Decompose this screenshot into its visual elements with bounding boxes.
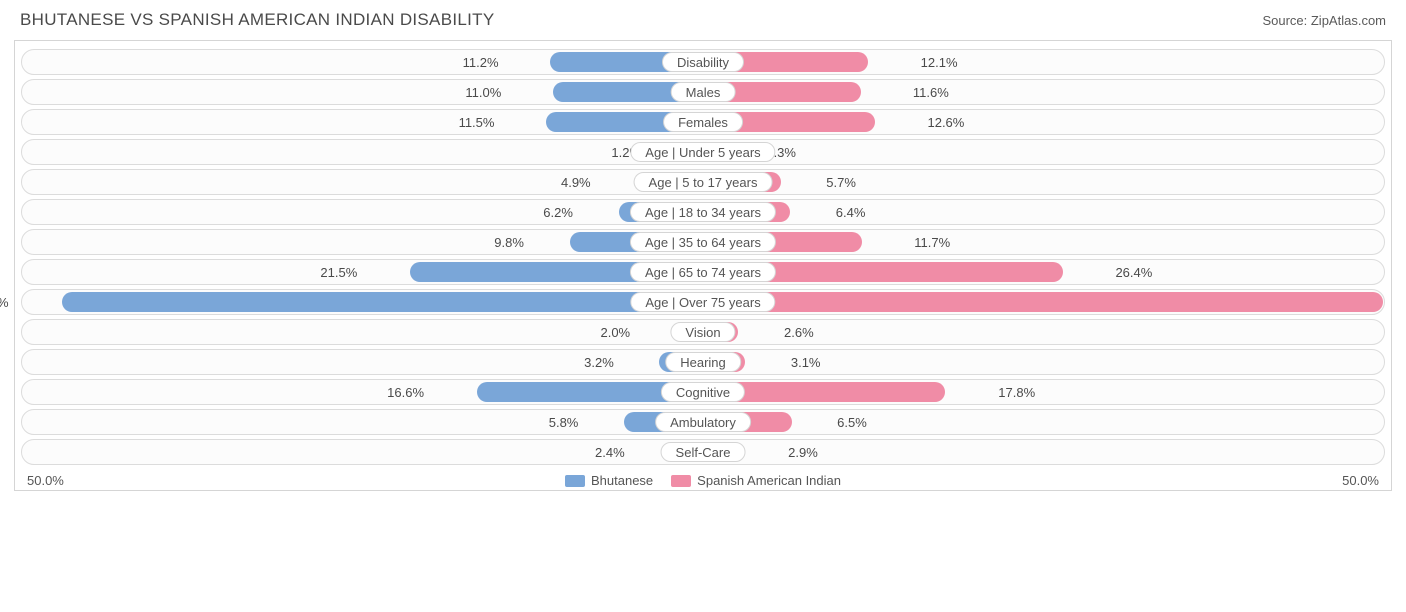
value-label-left: 5.8% — [549, 410, 587, 434]
row-track: 21.5% 26.4% Age | 65 to 74 years — [21, 259, 1385, 285]
value-label-left: 21.5% — [320, 260, 365, 284]
value-label-left: 16.6% — [387, 380, 432, 404]
row-label-pill: Hearing — [665, 352, 741, 372]
chart-title: BHUTANESE VS SPANISH AMERICAN INDIAN DIS… — [20, 10, 494, 30]
value-label-right: 12.1% — [913, 50, 958, 74]
row-label-pill: Age | 18 to 34 years — [630, 202, 776, 222]
value-label-left: 11.2% — [463, 50, 507, 74]
value-label-left: 3.2% — [584, 350, 622, 374]
source-label: Source: ZipAtlas.com — [1262, 13, 1386, 28]
legend-item-left: Bhutanese — [565, 473, 653, 488]
chart-container: BHUTANESE VS SPANISH AMERICAN INDIAN DIS… — [0, 0, 1406, 495]
row-label-pill: Age | 35 to 64 years — [630, 232, 776, 252]
row-label-pill: Age | Under 5 years — [630, 142, 775, 162]
row-track: 1.2%1.3%Age | Under 5 years — [21, 139, 1385, 165]
row-track: 11.0% 11.6% Males — [21, 79, 1385, 105]
row-label-pill: Self-Care — [661, 442, 746, 462]
row-track: 6.2% 6.4% Age | 18 to 34 years — [21, 199, 1385, 225]
value-label-right: 6.4% — [828, 200, 866, 224]
value-label-right: 2.9% — [780, 440, 818, 464]
legend-swatch-left — [565, 475, 585, 487]
value-label-right: 11.7% — [906, 230, 950, 254]
value-label-right: 6.5% — [829, 410, 867, 434]
row-label-pill: Females — [663, 112, 743, 132]
value-label-right: 11.6% — [905, 80, 949, 104]
value-label-left: 11.0% — [465, 80, 509, 104]
rows-host: 11.2% 12.1% Disability 11.0% 11.6% Males 11.5%… — [19, 49, 1387, 465]
row-track: 11.2% 12.1% Disability — [21, 49, 1385, 75]
legend-swatch-right — [671, 475, 691, 487]
row-track: 5.8% 6.5% Ambulatory — [21, 409, 1385, 435]
row-label-pill: Ambulatory — [655, 412, 751, 432]
row-label-pill: Cognitive — [661, 382, 745, 402]
axis-max-right: 50.0% — [1319, 473, 1379, 488]
legend-label-right: Spanish American Indian — [697, 473, 841, 488]
value-label-right: 26.4% — [1107, 260, 1152, 284]
row-label-pill: Age | 5 to 17 years — [634, 172, 773, 192]
legend-item-right: Spanish American Indian — [671, 473, 841, 488]
row-track: 11.5% 12.6% Females — [21, 109, 1385, 135]
value-label-left: 11.5% — [459, 110, 503, 134]
row-label-pill: Disability — [662, 52, 744, 72]
row-track: 16.6% 17.8% Cognitive — [21, 379, 1385, 405]
row-label-pill: Vision — [670, 322, 735, 342]
bar-right — [703, 292, 1383, 312]
value-label-left: 47.1% — [0, 290, 17, 314]
legend: Bhutanese Spanish American Indian — [87, 473, 1319, 488]
row-track: 2.0% 2.6% Vision — [21, 319, 1385, 345]
header-row: BHUTANESE VS SPANISH AMERICAN INDIAN DIS… — [14, 8, 1392, 40]
chart-frame: 11.2% 12.1% Disability 11.0% 11.6% Males 11.5%… — [14, 40, 1392, 491]
row-track: 2.4% 2.9% Self-Care — [21, 439, 1385, 465]
value-label-right: 3.1% — [783, 350, 821, 374]
value-label-right: 17.8% — [990, 380, 1035, 404]
value-label-right: 5.7% — [818, 170, 856, 194]
value-label-right: 2.6% — [776, 320, 814, 344]
row-label-pill: Males — [671, 82, 736, 102]
value-label-left: 2.0% — [600, 320, 638, 344]
footer-row: 50.0% Bhutanese Spanish American Indian … — [19, 469, 1387, 488]
legend-label-left: Bhutanese — [591, 473, 653, 488]
row-label-pill: Age | 65 to 74 years — [630, 262, 776, 282]
value-label-right: 12.6% — [919, 110, 964, 134]
axis-max-left: 50.0% — [27, 473, 87, 488]
row-track: 3.2% 3.1% Hearing — [21, 349, 1385, 375]
bar-left — [62, 292, 704, 312]
value-label-left: 9.8% — [494, 230, 532, 254]
row-track: 4.9% 5.7% Age | 5 to 17 years — [21, 169, 1385, 195]
value-label-left: 4.9% — [561, 170, 599, 194]
row-track: 9.8% 11.7% Age | 35 to 64 years — [21, 229, 1385, 255]
value-label-left: 6.2% — [543, 200, 581, 224]
value-label-left: 2.4% — [595, 440, 633, 464]
row-track: 47.1%49.9%Age | Over 75 years — [21, 289, 1385, 315]
row-label-pill: Age | Over 75 years — [630, 292, 775, 312]
